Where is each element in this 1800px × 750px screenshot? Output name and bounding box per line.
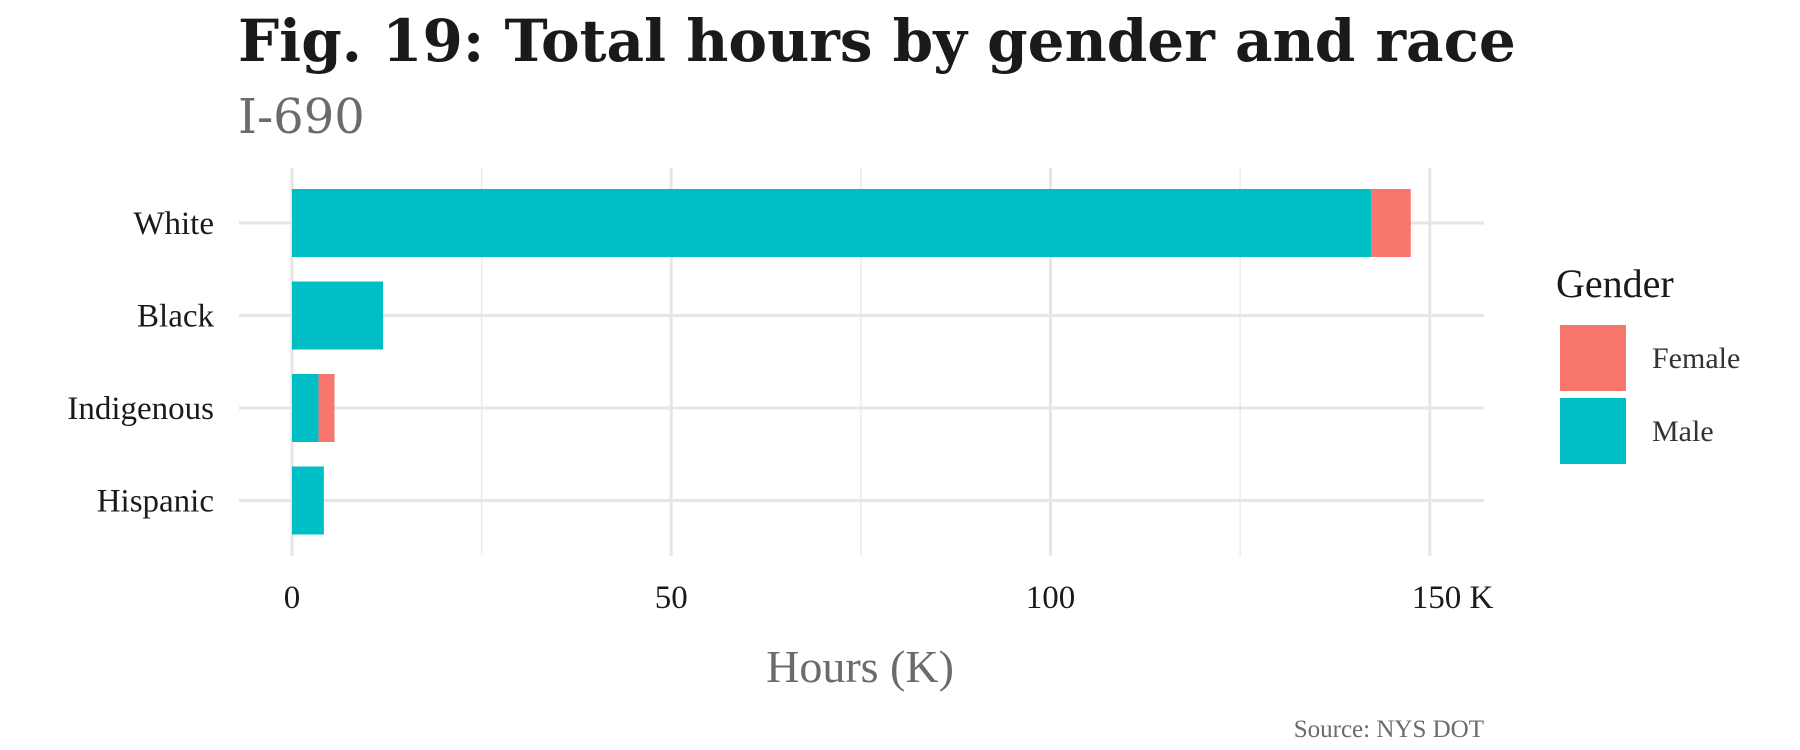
legend-label-male: Male <box>1652 415 1714 448</box>
x-axis-title: Hours (K) <box>766 641 954 692</box>
category-label: White <box>133 206 214 242</box>
legend-key-female <box>1560 325 1626 391</box>
x-tick-labels: 0 50 100 150 K <box>284 580 1494 616</box>
chart-subtitle: I-690 <box>238 89 365 145</box>
bar-white-male <box>292 189 1372 257</box>
category-label: Indigenous <box>67 391 214 427</box>
bar-black-male <box>292 281 384 350</box>
x-tick-label: 0 <box>284 580 301 616</box>
x-tick-label: 150 K <box>1412 580 1494 616</box>
bar-indigenous-male <box>292 374 319 442</box>
bar-indigenous-female <box>318 374 335 442</box>
legend: Gender Female Male <box>1556 261 1740 464</box>
legend-label-female: Female <box>1652 342 1740 375</box>
legend-title: Gender <box>1556 261 1674 306</box>
legend-key-male <box>1560 398 1626 464</box>
bar-white-female <box>1371 189 1411 257</box>
chart-caption: Source: NYS DOT <box>1294 716 1484 743</box>
bars <box>292 189 1411 535</box>
category-labels: White Black Indigenous Hispanic <box>67 206 214 520</box>
category-label: Black <box>137 299 214 335</box>
chart-title: Fig. 19: Total hours by gender and race <box>238 7 1516 75</box>
category-label: Hispanic <box>97 484 214 520</box>
x-tick-label: 50 <box>655 580 688 616</box>
x-tick-label: 100 <box>1026 580 1076 616</box>
bar-hispanic-male <box>292 466 324 535</box>
